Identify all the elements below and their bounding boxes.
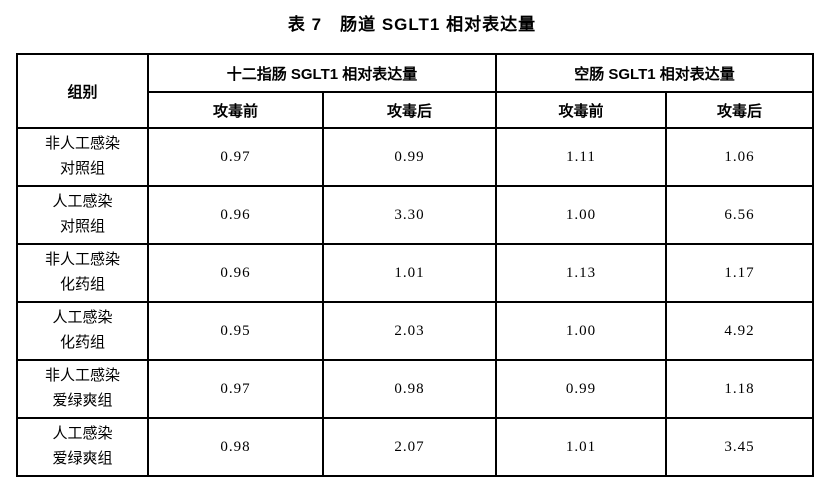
table-row: 非人工感染 对照组 0.97 0.99 1.11 1.06 xyxy=(16,127,814,187)
value-cell: 3.45 xyxy=(665,417,814,477)
group-name-line: 非人工感染 xyxy=(44,368,120,384)
header-jejunum-before: 攻毒前 xyxy=(495,91,667,129)
value-cell: 0.99 xyxy=(495,359,667,419)
value-cell: 0.99 xyxy=(322,127,497,187)
header-row-groups: 组别 十二指肠 SGLT1 相对表达量 空肠 SGLT1 相对表达量 xyxy=(16,53,814,129)
group-name-line: 爱绿爽组 xyxy=(52,451,113,467)
value-cell: 1.11 xyxy=(495,127,667,187)
value-cell: 0.98 xyxy=(147,417,324,477)
value-cell: 0.98 xyxy=(322,359,497,419)
group-name-cell: 非人工感染 化药组 xyxy=(16,243,149,303)
value-cell: 1.01 xyxy=(495,417,667,477)
value-cell: 3.30 xyxy=(322,185,497,245)
table-row: 人工感染 化药组 0.95 2.03 1.00 4.92 xyxy=(16,301,814,361)
header-jejunum-after: 攻毒后 xyxy=(665,91,814,129)
value-cell: 1.06 xyxy=(665,127,814,187)
sglt1-expression-table: 组别 十二指肠 SGLT1 相对表达量 空肠 SGLT1 相对表达量 攻毒前 攻… xyxy=(16,53,814,477)
header-duodenum-group: 十二指肠 SGLT1 相对表达量 xyxy=(147,53,497,93)
table-row: 非人工感染 爱绿爽组 0.97 0.98 0.99 1.18 xyxy=(16,359,814,419)
header-jejunum-group: 空肠 SGLT1 相对表达量 xyxy=(495,53,814,93)
value-cell: 4.92 xyxy=(665,301,814,361)
group-name-line: 对照组 xyxy=(59,161,105,177)
value-cell: 1.00 xyxy=(495,185,667,245)
group-name-line: 人工感染 xyxy=(52,310,113,326)
group-name-line: 对照组 xyxy=(59,219,105,235)
header-duodenum-before: 攻毒前 xyxy=(147,91,324,129)
value-cell: 6.56 xyxy=(665,185,814,245)
value-cell: 0.95 xyxy=(147,301,324,361)
group-name-cell: 人工感染 化药组 xyxy=(16,301,149,361)
group-name-line: 化药组 xyxy=(59,335,105,351)
group-name-line: 人工感染 xyxy=(52,426,113,442)
value-cell: 1.13 xyxy=(495,243,667,303)
value-cell: 1.01 xyxy=(322,243,497,303)
header-group-column: 组别 xyxy=(16,53,149,129)
group-name-line: 爱绿爽组 xyxy=(52,393,113,409)
group-name-cell: 非人工感染 爱绿爽组 xyxy=(16,359,149,419)
value-cell: 0.96 xyxy=(147,243,324,303)
group-name-line: 人工感染 xyxy=(52,194,113,210)
value-cell: 0.97 xyxy=(147,359,324,419)
value-cell: 2.07 xyxy=(322,417,497,477)
table-row: 非人工感染 化药组 0.96 1.01 1.13 1.17 xyxy=(16,243,814,303)
header-duodenum-after: 攻毒后 xyxy=(322,91,497,129)
value-cell: 1.00 xyxy=(495,301,667,361)
table-title: 表 7 肠道 SGLT1 相对表达量 xyxy=(287,15,537,34)
group-name-line: 非人工感染 xyxy=(44,136,120,152)
value-cell: 2.03 xyxy=(322,301,497,361)
table-row: 人工感染 对照组 0.96 3.30 1.00 6.56 xyxy=(16,185,814,245)
value-cell: 0.97 xyxy=(147,127,324,187)
group-name-cell: 人工感染 对照组 xyxy=(16,185,149,245)
value-cell: 0.96 xyxy=(147,185,324,245)
value-cell: 1.17 xyxy=(665,243,814,303)
value-cell: 1.18 xyxy=(665,359,814,419)
table-row: 人工感染 爱绿爽组 0.98 2.07 1.01 3.45 xyxy=(16,417,814,477)
group-name-cell: 非人工感染 对照组 xyxy=(16,127,149,187)
group-name-line: 非人工感染 xyxy=(44,252,120,268)
group-name-line: 化药组 xyxy=(59,277,105,293)
group-name-cell: 人工感染 爱绿爽组 xyxy=(16,417,149,477)
header-row-subcolumns: 攻毒前 攻毒后 攻毒前 攻毒后 xyxy=(17,91,814,129)
